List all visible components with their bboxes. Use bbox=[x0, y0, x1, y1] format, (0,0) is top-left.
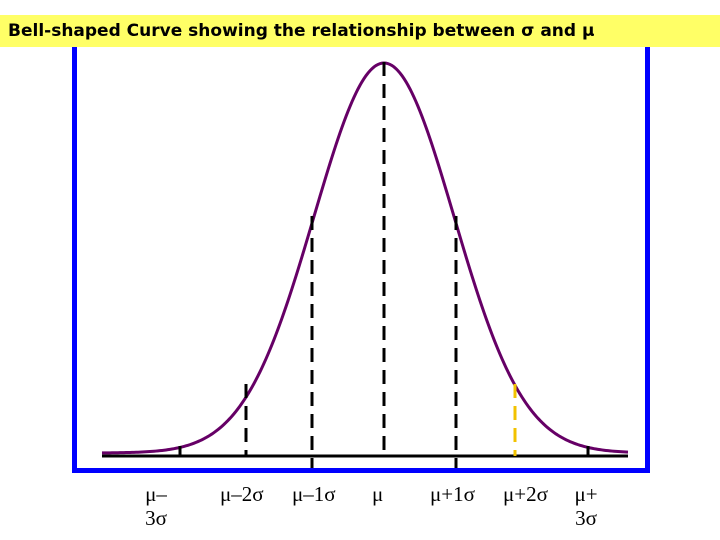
label-plus1: μ+1σ bbox=[430, 482, 475, 506]
blue-frame bbox=[72, 47, 650, 473]
bell-curve bbox=[101, 61, 629, 455]
diagram-title: Bell-shaped Curve showing the relationsh… bbox=[0, 15, 720, 47]
label-minus3-line1: μ– bbox=[145, 482, 167, 506]
label-minus3-line2: 3σ bbox=[145, 506, 167, 530]
label-plus2: μ+2σ bbox=[503, 482, 548, 506]
label-plus3-line2: 3σ bbox=[575, 506, 597, 530]
label-plus3-line1: μ+ bbox=[574, 482, 598, 506]
label-mean: μ bbox=[372, 482, 384, 506]
label-plus3: μ+ 3σ bbox=[566, 482, 606, 530]
label-minus2: μ–2σ bbox=[220, 482, 264, 506]
label-minus1: μ–1σ bbox=[292, 482, 336, 506]
label-minus3: μ– 3σ bbox=[134, 482, 178, 530]
